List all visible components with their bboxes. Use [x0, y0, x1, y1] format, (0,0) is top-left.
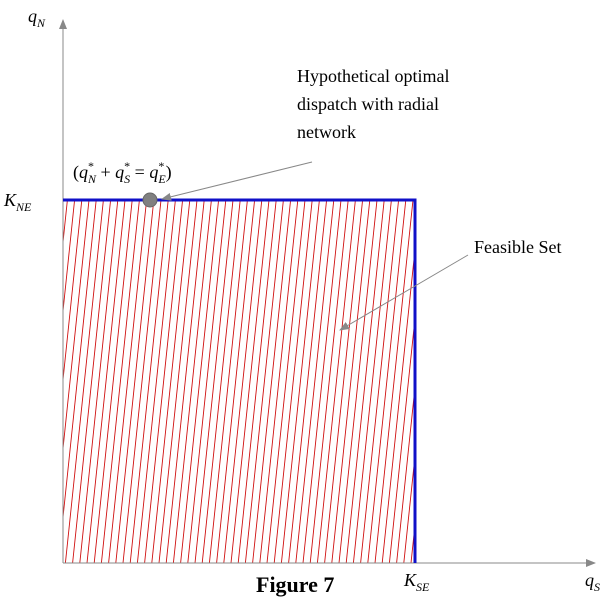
hypothetical-annotation-line2: dispatch with radial [297, 94, 439, 114]
hatch-line [273, 200, 313, 563]
hypothetical-pointer-arrow [161, 161, 313, 201]
hatch-line [324, 200, 364, 563]
hatch-line [208, 200, 248, 563]
hatch-line [15, 200, 53, 563]
feasible-set-annotation: Feasible Set [474, 237, 562, 257]
hatch-line [180, 200, 220, 563]
hatch-line [63, 200, 90, 453]
hatch-line [63, 200, 97, 522]
hatch-line [93, 200, 133, 563]
feasible-region-hatching [15, 200, 478, 563]
hatch-line [144, 200, 184, 563]
y-axis-label: qN [28, 6, 46, 30]
hypothetical-annotation-line3: network [297, 122, 356, 142]
hatch-line [388, 314, 415, 563]
hatch-line [79, 200, 119, 563]
hatch-line [338, 200, 378, 563]
hatch-line [280, 200, 320, 563]
hatch-line [187, 200, 227, 563]
hatch-line [440, 200, 478, 563]
hatch-line [63, 200, 83, 384]
hatch-line [295, 200, 335, 563]
hatch-line [158, 200, 198, 563]
hatch-line [86, 200, 126, 563]
hatch-line [309, 200, 349, 563]
hatch-line [63, 200, 68, 247]
y-tick-label-kne: KNE [3, 190, 32, 214]
hatch-line [352, 200, 392, 563]
optimal-point-label: (q* N + q* S = q* E) [73, 159, 172, 186]
feasible-set-boundary [63, 198, 417, 563]
hatch-line [302, 200, 342, 563]
hatch-line [72, 200, 112, 563]
hatch-line [374, 200, 414, 563]
hypothetical-annotation-line1: Hypothetical optimal [297, 66, 449, 86]
x-axis-label: qS [585, 570, 600, 594]
hatch-line [216, 200, 256, 563]
hatch-line [165, 200, 205, 563]
hatch-line [259, 200, 299, 563]
hatch-line [22, 200, 60, 563]
hatch-line [266, 200, 306, 563]
hatch-line [201, 200, 241, 563]
hatch-line [115, 200, 155, 563]
hatch-line [433, 200, 471, 563]
hatch-line [252, 200, 292, 563]
optimal-dispatch-point [142, 192, 158, 208]
hatch-line [108, 200, 148, 563]
hatch-line [288, 200, 328, 563]
hatch-line [194, 200, 234, 563]
x-tick-label-kse: KSE [403, 570, 430, 594]
hatch-line [396, 382, 415, 563]
hatch-line [230, 200, 270, 563]
hatch-line [367, 200, 407, 563]
hatch-line [403, 451, 415, 563]
hatch-line [345, 200, 385, 563]
hatch-line [151, 200, 191, 563]
hatch-line [244, 200, 284, 563]
hatch-line [64, 200, 104, 563]
hatch-line [331, 200, 371, 563]
hatch-line [223, 200, 263, 563]
hatch-line [122, 200, 162, 563]
hatch-line [237, 200, 277, 563]
hatch-line [410, 520, 415, 563]
hatch-line [425, 200, 463, 563]
hatch-line [360, 200, 400, 563]
feasible-set-pointer-arrow [339, 254, 469, 331]
hatch-line [172, 200, 212, 563]
hatch-line [63, 200, 76, 316]
hatch-line [100, 200, 140, 563]
figure-caption: Figure 7 [256, 572, 334, 597]
hatch-line [418, 200, 456, 563]
hatch-line [316, 200, 356, 563]
hatch-line [136, 200, 176, 563]
hatch-line [129, 200, 169, 563]
